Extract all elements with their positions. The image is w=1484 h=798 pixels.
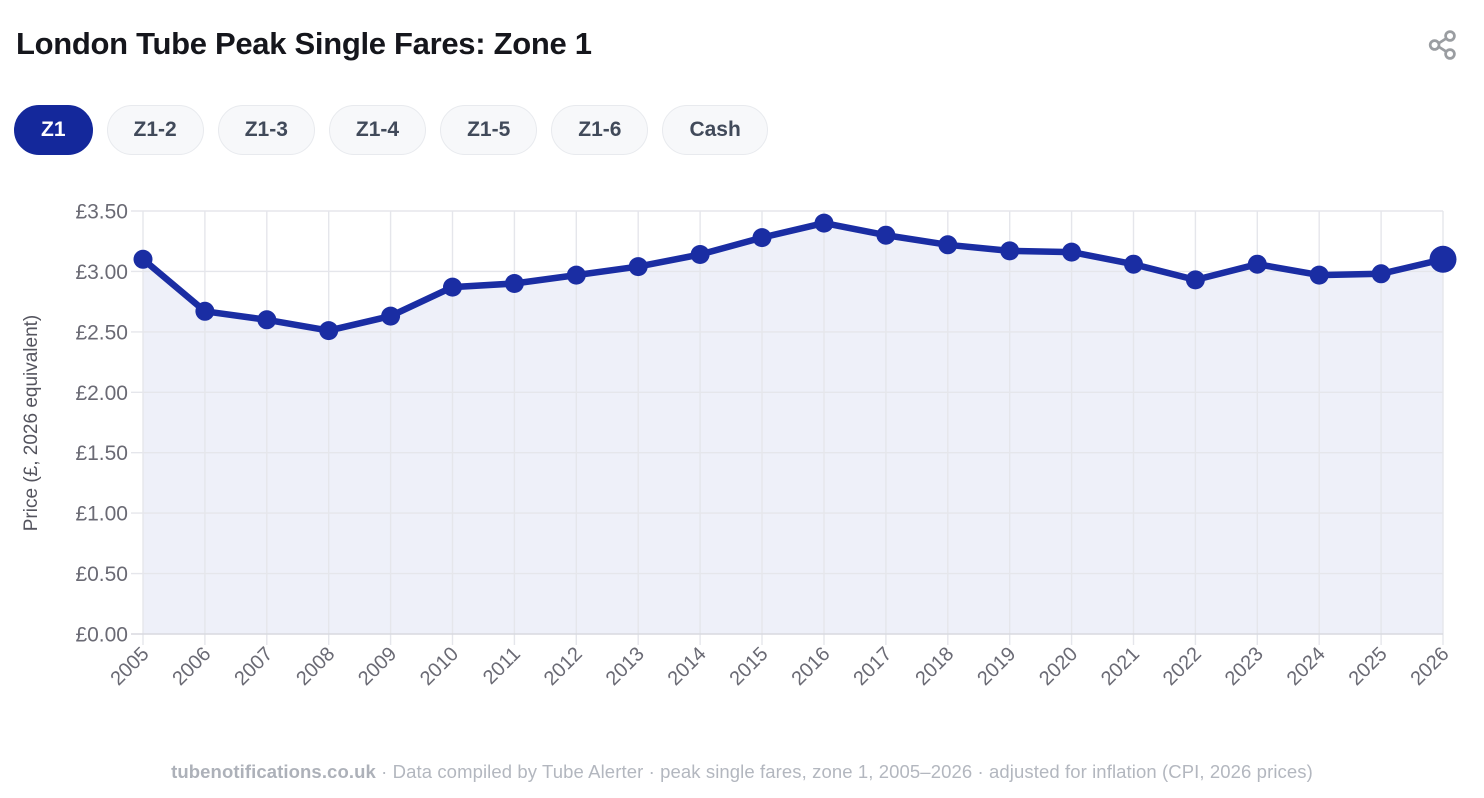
x-tick-label: 2024 [1283, 643, 1330, 690]
share-button[interactable] [1424, 26, 1462, 67]
data-point-2008[interactable] [319, 321, 339, 341]
footer-note: · Data compiled by Tube Alerter · peak s… [375, 761, 1313, 782]
data-point-2021[interactable] [1124, 254, 1143, 274]
tab-z1-3[interactable]: Z1-3 [217, 105, 315, 155]
data-point-2013[interactable] [628, 257, 648, 277]
tab-z1-4[interactable]: Z1-4 [328, 105, 427, 155]
data-point-2018[interactable] [938, 235, 958, 255]
x-tick-label: 2019 [973, 643, 1020, 690]
gridlines [131, 210, 1444, 645]
source-site: tubenotifications.co.uk [171, 761, 376, 782]
data-point-2007[interactable] [257, 310, 277, 330]
share-icon [1428, 30, 1456, 60]
page-title: London Tube Peak Single Fares: Zone 1 [16, 26, 592, 61]
data-point-2014[interactable] [690, 245, 710, 264]
x-tick-label: 2009 [354, 643, 401, 690]
x-tick-label: 2014 [664, 643, 711, 690]
x-tick-label: 2011 [479, 643, 525, 689]
data-point-2020[interactable] [1062, 242, 1082, 262]
tab-cash[interactable]: Cash [662, 105, 768, 155]
x-tick-label: 2015 [726, 643, 773, 690]
x-tick-label: 2018 [911, 643, 958, 690]
fare-chart: £0.00 £0.50 £1.00 £1.50 £2.00 £2.50 £3.00 £3.50… [21, 201, 1457, 690]
chart-area: £0.00 £0.50 £1.00 £1.50 £2.00 £2.50 £3.00 £3.50… [0, 193, 1484, 753]
x-tick-label: 2020 [1035, 643, 1082, 690]
x-tick-label: 2023 [1221, 643, 1268, 690]
data-point-2010[interactable] [443, 277, 462, 297]
tab-z1-6[interactable]: Z1-6 [551, 105, 649, 155]
chart-footer: tubenotifications.co.uk · Data compiled … [0, 761, 1484, 783]
data-point-2023[interactable] [1247, 254, 1267, 274]
x-tick-label: 2005 [107, 643, 154, 690]
y-tick-label: £2.00 [75, 382, 128, 405]
x-tick-label: 2025 [1345, 643, 1392, 690]
data-point-2025[interactable] [1371, 264, 1391, 284]
data-point-2012[interactable] [566, 265, 586, 285]
y-tick-label: £1.50 [75, 442, 128, 465]
data-point-2011[interactable] [504, 274, 524, 293]
data-point-2026[interactable] [1429, 245, 1457, 273]
y-tick-label: £1.00 [75, 503, 128, 526]
y-tick-label: £2.50 [75, 321, 128, 344]
y-tick-label: £0.00 [75, 624, 128, 647]
x-tick-label: 2021 [1097, 643, 1144, 690]
tab-z1-5[interactable]: Z1-5 [440, 105, 538, 155]
x-tick-label: 2017 [849, 643, 896, 690]
data-point-2015[interactable] [752, 228, 772, 248]
y-axis-title: Price (£, 2026 equivalent) [21, 315, 42, 532]
x-tick-label: 2026 [1407, 643, 1454, 690]
x-tick-label: 2006 [168, 643, 215, 690]
header: London Tube Peak Single Fares: Zone 1 [0, 0, 1484, 67]
data-point-2005[interactable] [133, 249, 153, 269]
x-tick-label: 2022 [1159, 643, 1206, 690]
data-point-2006[interactable] [195, 301, 215, 321]
y-tick-label: £0.50 [75, 563, 128, 586]
data-point-2009[interactable] [381, 306, 401, 326]
fare-line [139, 219, 1447, 334]
data-point-2024[interactable] [1309, 265, 1329, 285]
tab-z1-2[interactable]: Z1-2 [106, 105, 204, 155]
y-tick-label: £3.00 [75, 261, 128, 284]
zone-tabs: Z1 Z1-2 Z1-3 Z1-4 Z1-5 Z1-6 Cash [14, 105, 1484, 155]
x-tick-label: 2007 [230, 643, 277, 690]
tab-z1[interactable]: Z1 [14, 105, 93, 155]
data-point-2016[interactable] [814, 213, 834, 233]
data-point-2017[interactable] [876, 225, 896, 245]
x-tick-label: 2010 [416, 643, 463, 690]
y-tick-label: £3.50 [75, 201, 128, 224]
area-fill [143, 223, 1443, 634]
data-point-2019[interactable] [1000, 241, 1020, 261]
x-tick-label: 2016 [788, 643, 835, 690]
x-tick-label: 2013 [602, 643, 649, 690]
x-tick-label: 2012 [540, 643, 587, 690]
x-tick-label: 2008 [292, 643, 339, 690]
data-point-2022[interactable] [1185, 270, 1205, 290]
